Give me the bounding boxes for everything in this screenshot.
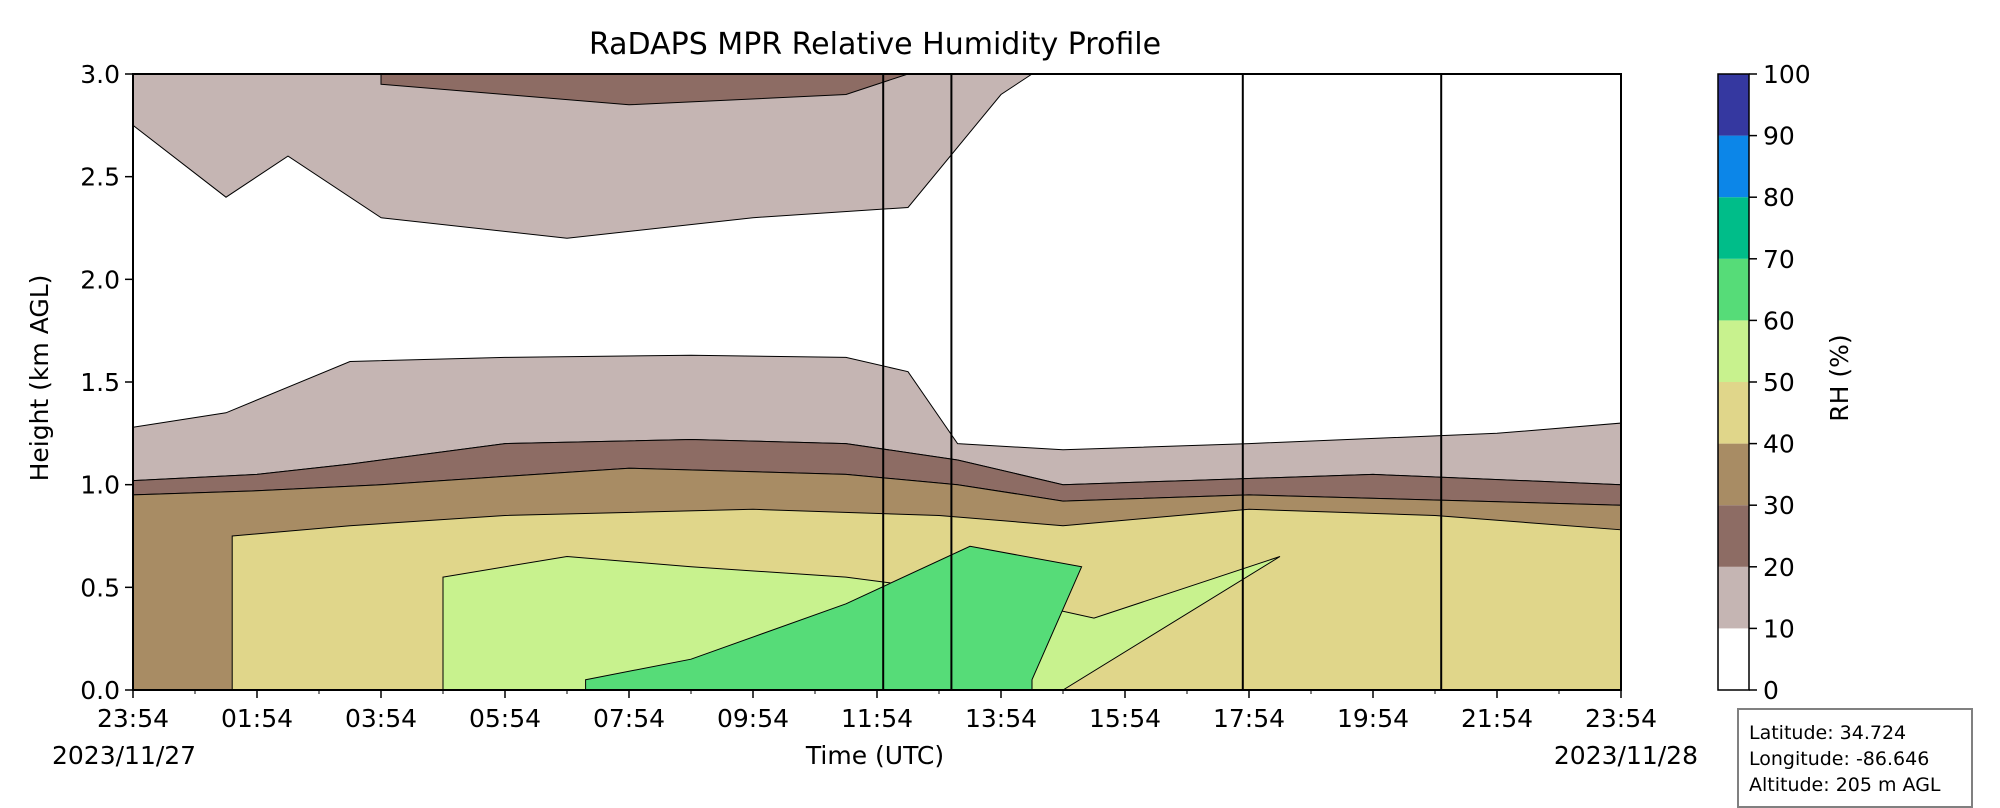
x-tick-label-11: 21:54 (1461, 704, 1533, 733)
colorbar-tick-label-4: 40 (1763, 430, 1795, 459)
x-axis-label: Time (UTC) (805, 741, 944, 770)
y-tick-label-4: 2.0 (80, 265, 120, 294)
colorbar-tick-label-9: 90 (1763, 122, 1795, 151)
colorbar-segment-60-70 (1718, 258, 1749, 321)
station-info-box: Latitude: 34.724 Longitude: -86.646 Alti… (1737, 708, 1973, 808)
colorbar-tick-label-7: 70 (1763, 245, 1795, 274)
colorbar-tick-label-1: 10 (1763, 614, 1795, 643)
y-axis-label: Height (km AGL) (25, 275, 54, 482)
end-date-label: 2023/11/28 (1554, 741, 1698, 770)
colorbar-segment-90-100 (1718, 74, 1749, 136)
colorbar-tick-label-3: 30 (1763, 491, 1795, 520)
x-tick-label-4: 07:54 (593, 704, 665, 733)
longitude-text: Longitude: -86.646 (1749, 748, 1930, 770)
altitude-text: Altitude: 205 m AGL (1749, 774, 1941, 796)
y-tick-label-3: 1.5 (80, 368, 120, 397)
y-tick-label-0: 0.0 (80, 676, 120, 705)
chart-title: RaDAPS MPR Relative Humidity Profile (589, 27, 1161, 62)
colorbar-tick-label-6: 60 (1763, 306, 1795, 335)
colorbar-segment-80-90 (1718, 135, 1749, 198)
x-tick-label-1: 01:54 (221, 704, 293, 733)
colorbar-segment-30-40 (1718, 443, 1749, 506)
colorbar-segment-20-30 (1718, 505, 1749, 567)
y-tick-label-1: 0.5 (80, 573, 120, 602)
colorbar-segment-50-60 (1718, 320, 1749, 382)
colorbar-tick-label-2: 20 (1763, 553, 1795, 582)
colorbar-segment-40-50 (1718, 382, 1749, 444)
y-tick-label-2: 1.0 (80, 471, 120, 500)
start-date-label: 2023/11/27 (52, 741, 196, 770)
colorbar-segment-10-20 (1718, 566, 1749, 629)
x-tick-label-3: 05:54 (469, 704, 541, 733)
colorbar-segment-70-80 (1718, 197, 1749, 259)
x-tick-label-5: 09:54 (717, 704, 789, 733)
y-tick-label-6: 3.0 (80, 60, 120, 89)
colorbar-label: RH (%) (1825, 334, 1854, 421)
colorbar-tick-label-5: 50 (1763, 368, 1795, 397)
y-tick-label-5: 2.5 (80, 163, 120, 192)
x-tick-label-9: 17:54 (1213, 704, 1285, 733)
x-tick-label-8: 15:54 (1089, 704, 1161, 733)
x-tick-label-6: 11:54 (841, 704, 913, 733)
colorbar-tick-label-10: 100 (1763, 60, 1811, 89)
colorbar-tick-label-0: 0 (1763, 676, 1779, 705)
x-tick-label-7: 13:54 (965, 704, 1037, 733)
latitude-text: Latitude: 34.724 (1749, 722, 1907, 744)
x-tick-label-0: 23:54 (97, 704, 169, 733)
x-tick-label-12: 23:54 (1585, 704, 1657, 733)
x-tick-label-2: 03:54 (345, 704, 417, 733)
x-tick-label-10: 19:54 (1337, 704, 1409, 733)
colorbar-segment-0-10 (1718, 628, 1749, 690)
colorbar-tick-label-8: 80 (1763, 183, 1795, 212)
